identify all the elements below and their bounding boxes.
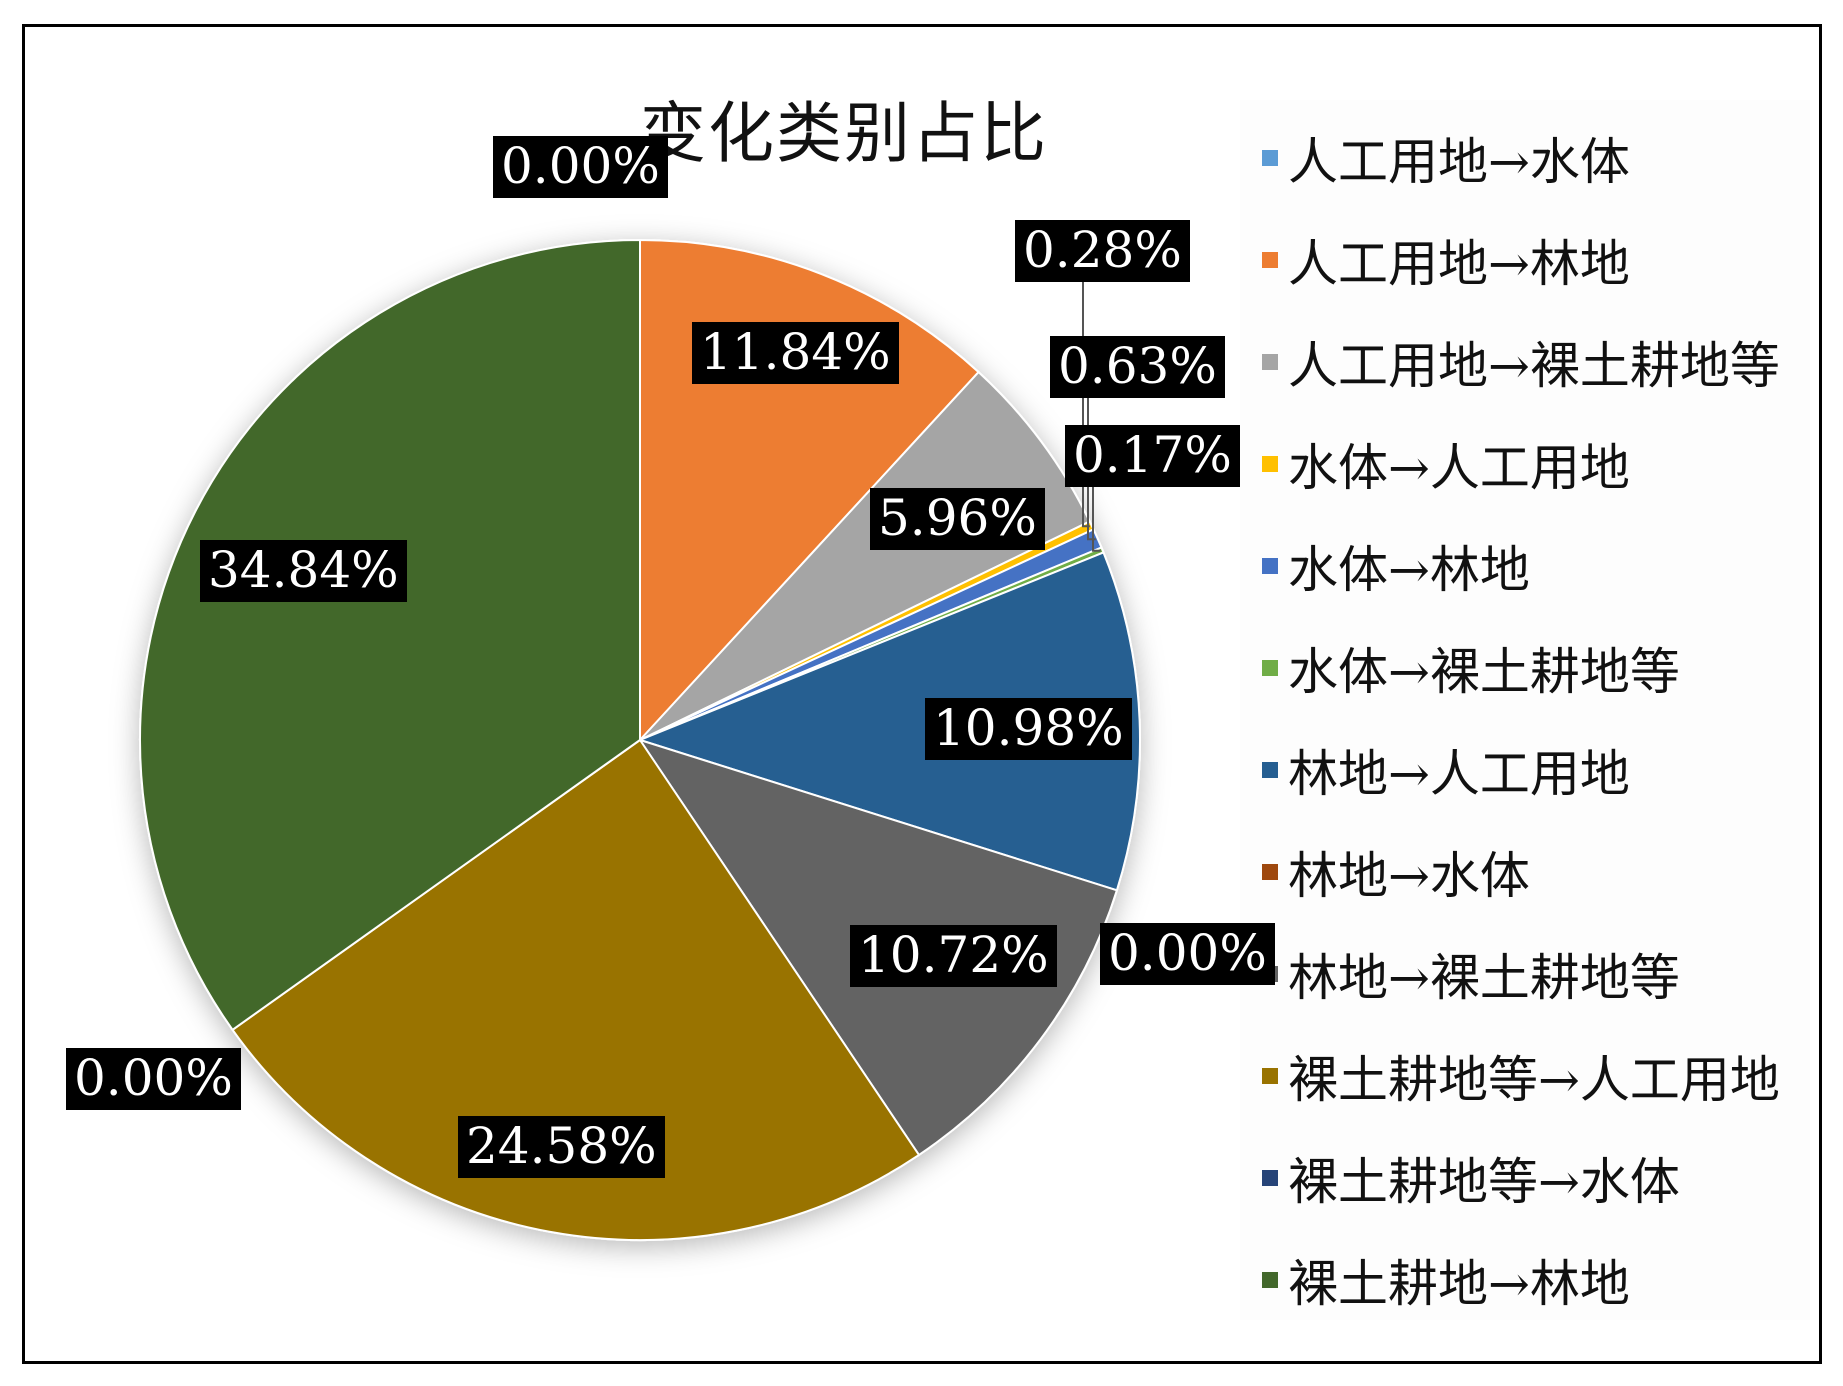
legend-swatch (1262, 1068, 1278, 1084)
legend-swatch (1262, 762, 1278, 778)
data-label: 10.98% (925, 698, 1132, 760)
chart-title: 变化类别占比 (640, 95, 1048, 172)
legend-item: 人工用地→水体 (1240, 118, 1630, 198)
legend-swatch (1262, 660, 1278, 676)
legend-label: 裸土耕地等→水体 (1288, 1153, 1680, 1211)
legend-swatch (1262, 456, 1278, 472)
pie-slice (637, 551, 1141, 892)
data-label: 5.96% (870, 488, 1045, 550)
pie-slice (639, 370, 1092, 741)
legend-item: 人工用地→裸土耕地等 (1240, 322, 1780, 402)
data-label: 0.00% (1100, 923, 1275, 985)
legend-item: 水体→林地 (1240, 526, 1530, 606)
legend: 人工用地→水体 人工用地→林地人工用地→裸土耕地等 水体→人工用地 水体→林地水体→裸… (1240, 100, 1810, 1320)
legend-label: 裸土耕地→林地 (1288, 1255, 1630, 1313)
data-label: 24.58% (458, 1116, 665, 1178)
data-label: 0.00% (493, 136, 668, 198)
legend-swatch (1262, 864, 1278, 880)
legend-swatch (1262, 558, 1278, 574)
legend-label: 人工用地→裸土耕地等 (1288, 337, 1780, 395)
pie-slice (231, 738, 921, 1241)
legend-item: 裸土耕地等→水体 (1240, 1138, 1680, 1218)
legend-swatch (1262, 354, 1278, 370)
legend-label: 林地→水体 (1288, 847, 1530, 905)
legend-label: 水体→林地 (1288, 541, 1530, 599)
legend-swatch (1262, 150, 1278, 166)
legend-swatch (1262, 1272, 1278, 1288)
data-label: 10.72% (850, 925, 1057, 987)
legend-item: 林地→裸土耕地等 (1240, 934, 1680, 1014)
data-label: 0.00% (66, 1048, 241, 1110)
legend-swatch (1262, 252, 1278, 268)
legend-item: 水体→裸土耕地等 (1240, 628, 1680, 708)
pie-slice (139, 238, 641, 1032)
legend-label: 林地→裸土耕地等 (1288, 949, 1680, 1007)
legend-item: 人工用地→林地 (1240, 220, 1630, 300)
legend-label: 水体→人工用地 (1288, 439, 1630, 497)
legend-swatch (1262, 1170, 1278, 1186)
legend-item: 林地→水体 (1240, 832, 1530, 912)
data-label: 0.28% (1015, 220, 1190, 282)
data-label: 11.84% (692, 322, 899, 384)
legend-label: 人工用地→水体 (1288, 133, 1630, 191)
legend-item: 水体→人工用地 (1240, 424, 1630, 504)
data-label: 34.84% (200, 540, 407, 602)
data-label: 0.17% (1065, 425, 1240, 487)
data-label: 0.63% (1050, 336, 1225, 398)
legend-label: 林地→人工用地 (1288, 745, 1630, 803)
legend-item: 裸土耕地→林地 (1240, 1240, 1630, 1320)
legend-item: 裸土耕地等→人工用地 (1240, 1036, 1780, 1116)
legend-label: 水体→裸土耕地等 (1288, 643, 1680, 701)
leader-line (1092, 478, 1101, 552)
legend-label: 裸土耕地等→人工用地 (1288, 1051, 1780, 1109)
legend-label: 人工用地→林地 (1288, 235, 1630, 293)
legend-item: 林地→人工用地 (1240, 730, 1630, 810)
